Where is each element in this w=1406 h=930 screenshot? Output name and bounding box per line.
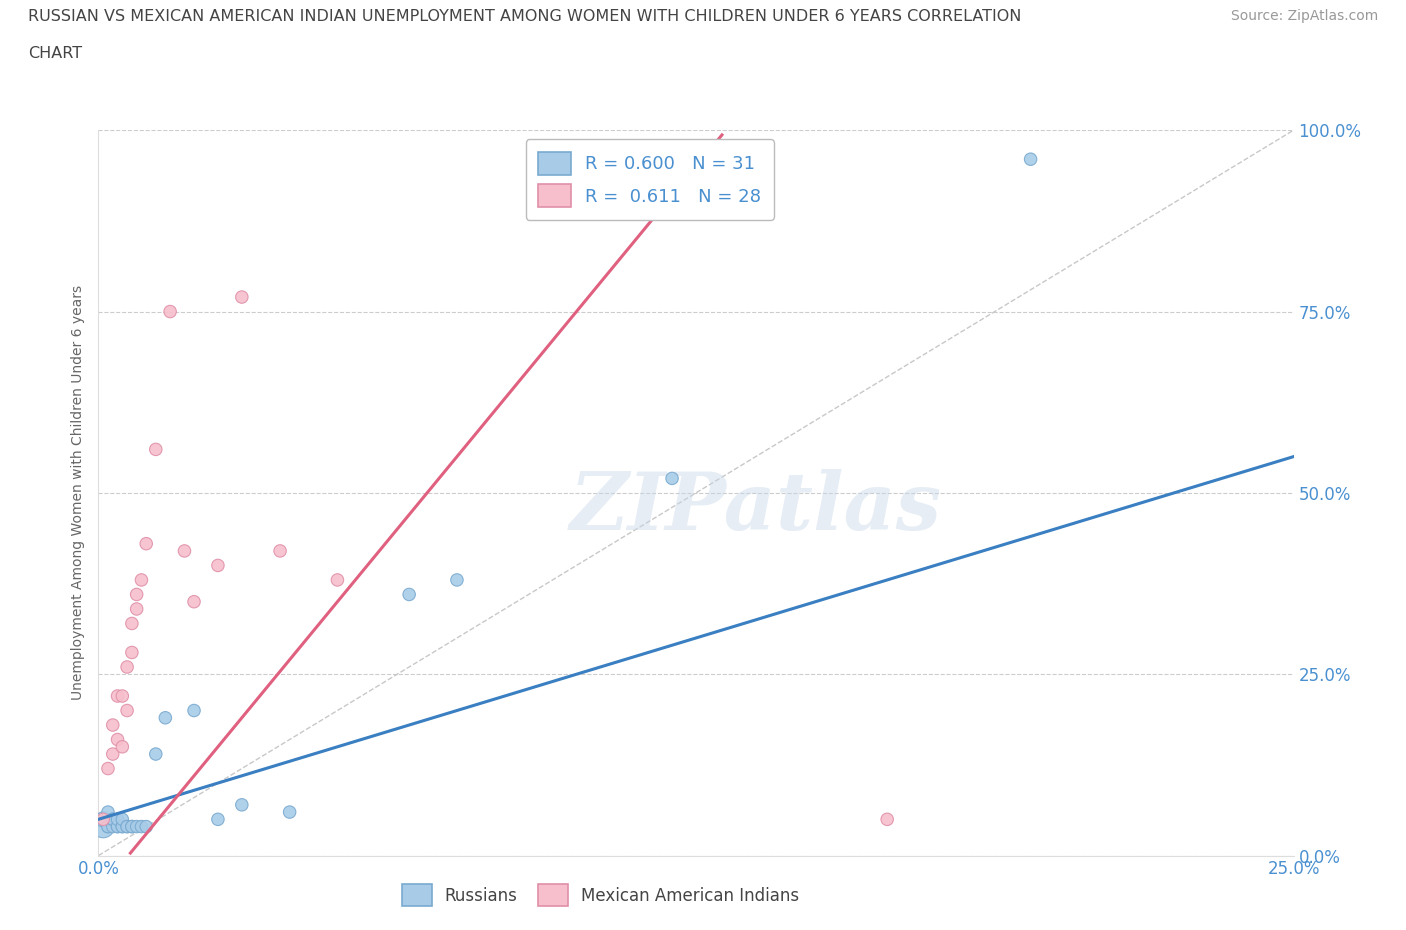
Text: ZIPatlas: ZIPatlas [569, 469, 942, 546]
Point [101, 747, 124, 762]
Point [207, 812, 229, 827]
Point [115, 659, 138, 674]
Point [125, 819, 148, 834]
Point [91, 812, 114, 827]
Point [131, 819, 153, 834]
Point [111, 812, 134, 827]
Point [145, 747, 167, 762]
Point [135, 819, 157, 834]
Point [107, 688, 129, 703]
Point [107, 732, 129, 747]
Point [121, 819, 143, 834]
Point [135, 537, 157, 551]
Point [115, 703, 138, 718]
Point [565, 152, 588, 166]
Text: CHART: CHART [28, 46, 82, 61]
Point [125, 587, 148, 602]
Point [97, 819, 120, 834]
Point [589, 152, 612, 166]
Point [207, 558, 229, 573]
Point [159, 304, 181, 319]
Point [131, 573, 153, 588]
Point [121, 645, 143, 660]
Point [101, 718, 124, 733]
Point [326, 573, 349, 588]
Point [1019, 152, 1042, 166]
Point [278, 804, 301, 819]
Point [183, 594, 205, 609]
Point [101, 812, 124, 827]
Point [121, 819, 143, 834]
Point [446, 573, 468, 588]
Point [91, 812, 114, 827]
Point [231, 797, 253, 812]
Point [111, 819, 134, 834]
Point [661, 471, 683, 485]
Point [107, 812, 129, 827]
Y-axis label: Unemployment Among Women with Children Under 6 years: Unemployment Among Women with Children U… [72, 286, 86, 700]
Point [97, 761, 120, 776]
Point [111, 739, 134, 754]
Text: Source: ZipAtlas.com: Source: ZipAtlas.com [1230, 9, 1378, 23]
Point [111, 819, 134, 834]
Point [231, 289, 253, 304]
Point [269, 543, 291, 558]
Point [398, 587, 420, 602]
Point [125, 602, 148, 617]
Legend: Russians, Mexican American Indians: Russians, Mexican American Indians [395, 878, 806, 912]
Point [97, 819, 120, 834]
Point [173, 543, 195, 558]
Point [97, 804, 120, 819]
Point [876, 812, 898, 827]
Point [155, 711, 177, 725]
Point [613, 152, 636, 166]
Point [115, 819, 138, 834]
Text: RUSSIAN VS MEXICAN AMERICAN INDIAN UNEMPLOYMENT AMONG WOMEN WITH CHILDREN UNDER : RUSSIAN VS MEXICAN AMERICAN INDIAN UNEMP… [28, 9, 1022, 24]
Point [101, 812, 124, 827]
Point [101, 819, 124, 834]
Point [115, 819, 138, 834]
Point [107, 819, 129, 834]
Point [121, 616, 143, 631]
Point [111, 688, 134, 703]
Point [91, 819, 114, 834]
Point [107, 819, 129, 834]
Point [145, 442, 167, 457]
Point [183, 703, 205, 718]
